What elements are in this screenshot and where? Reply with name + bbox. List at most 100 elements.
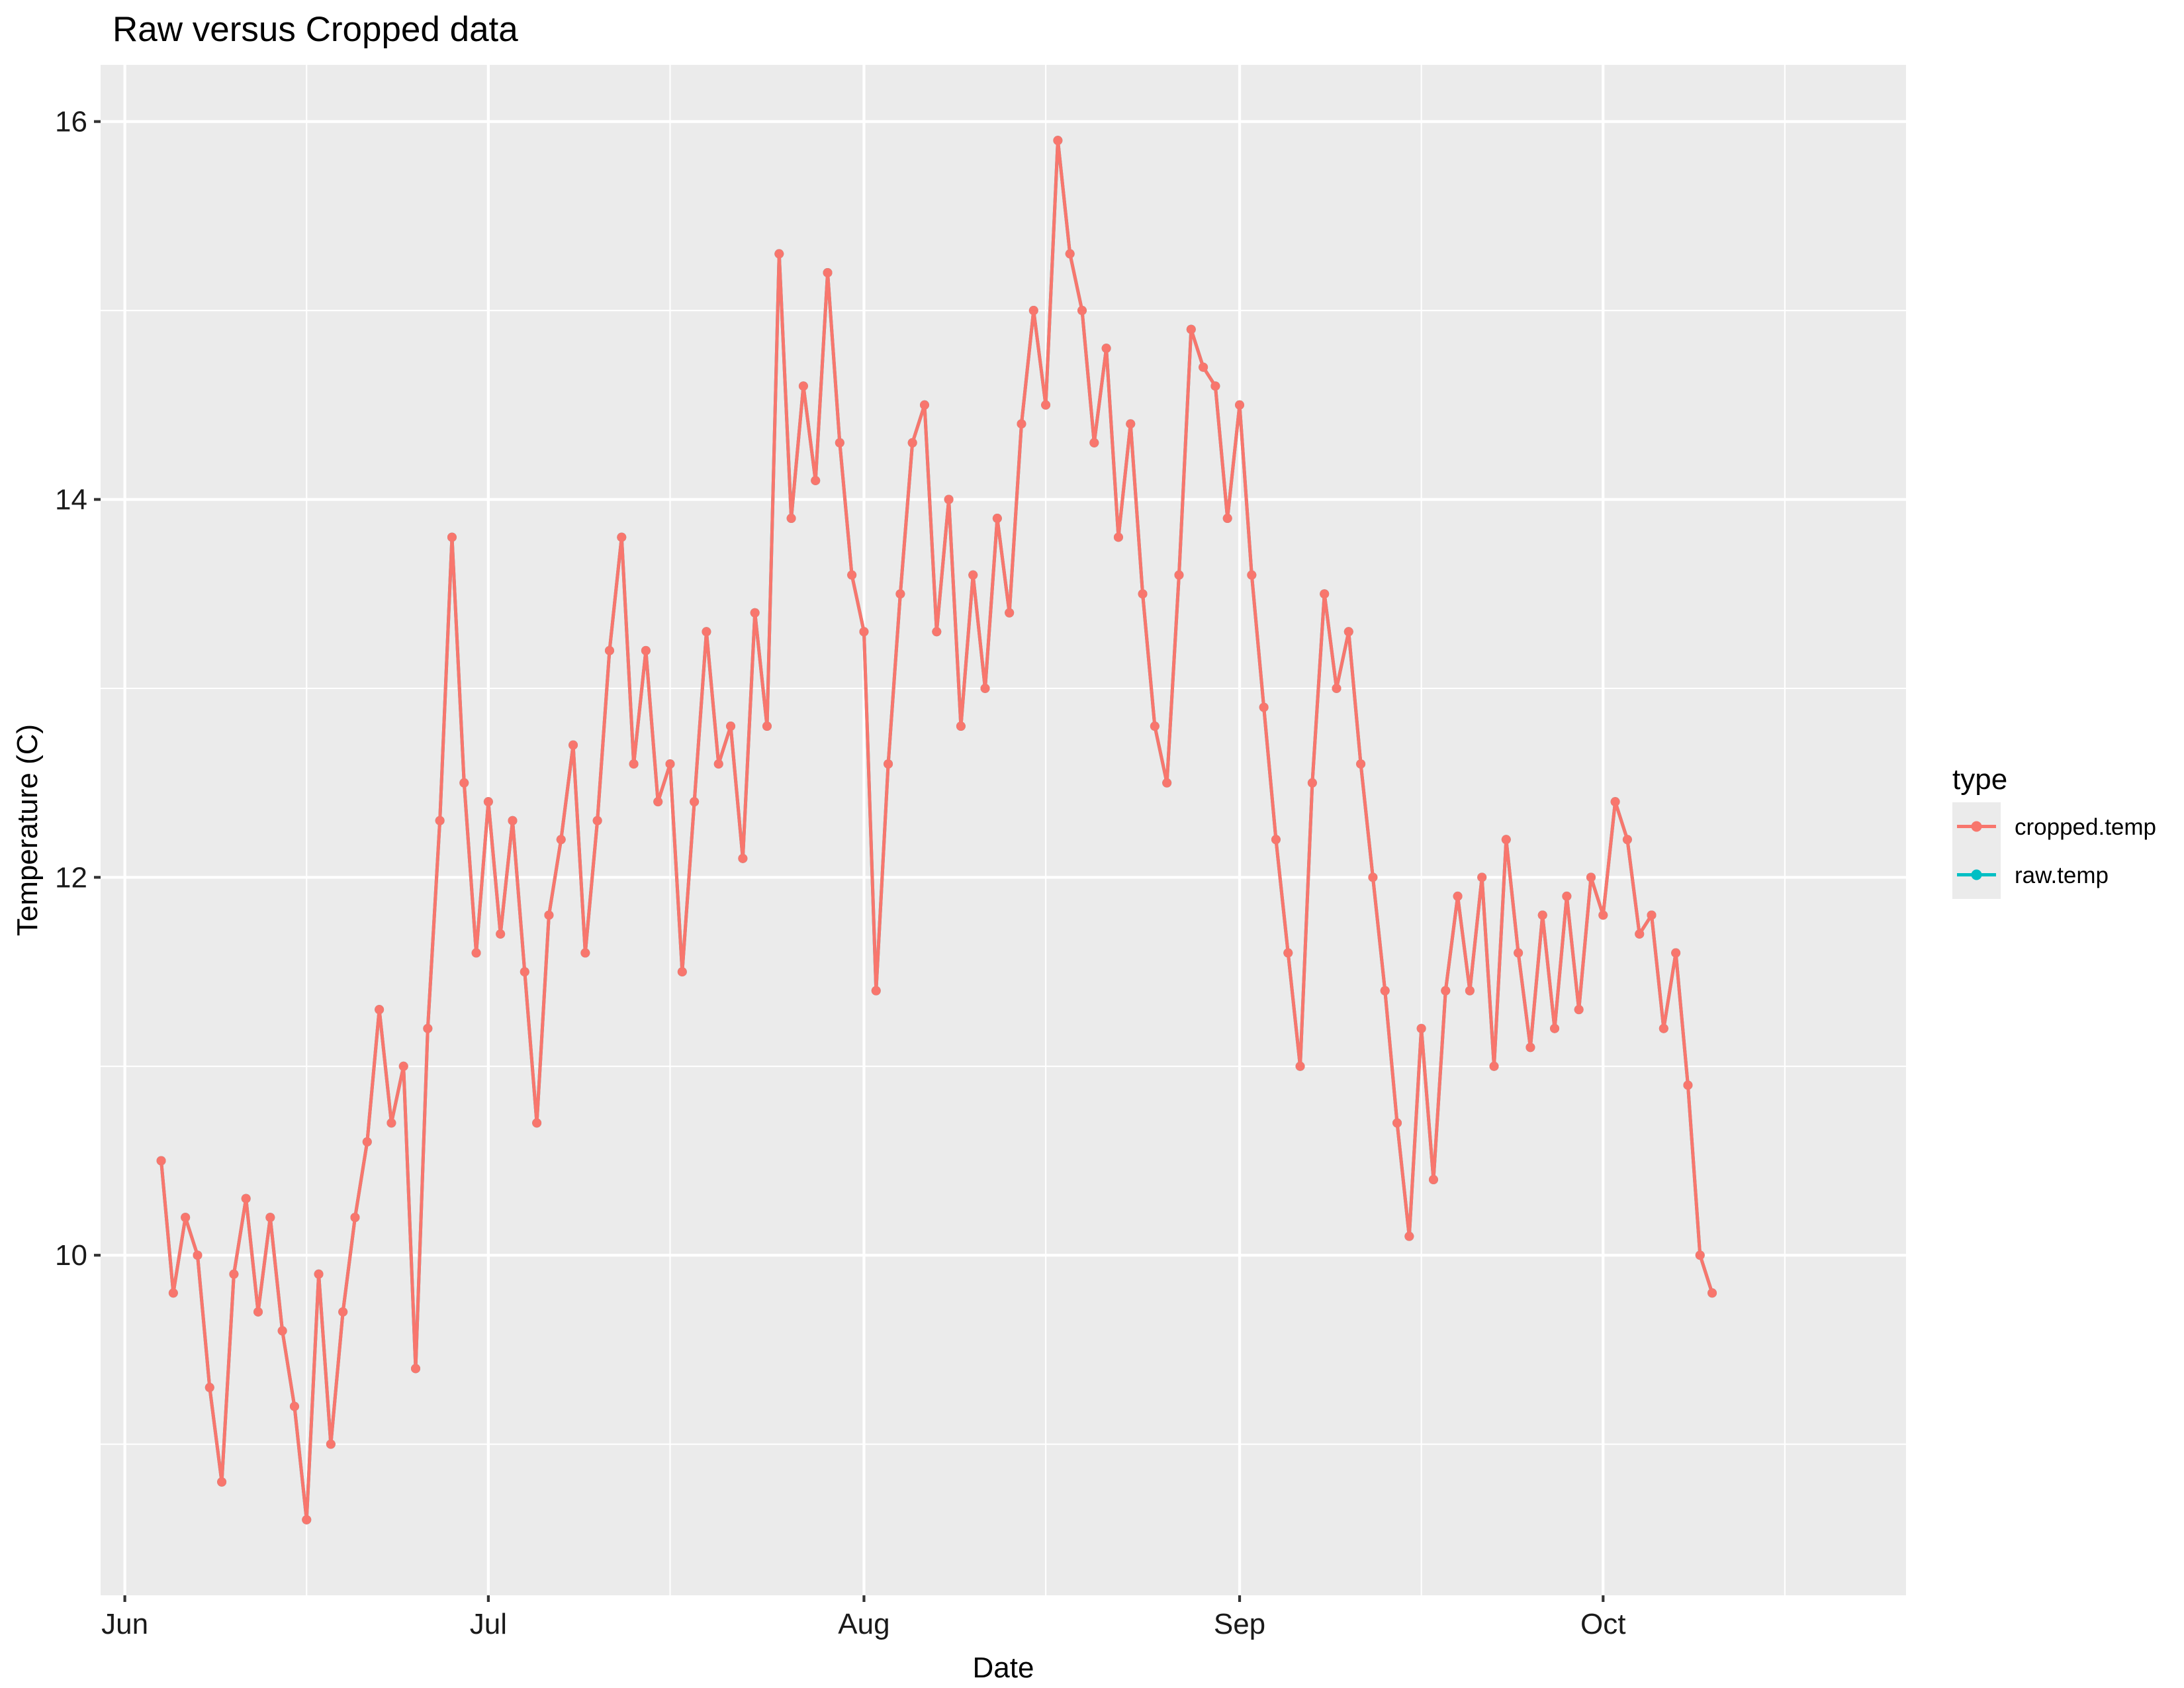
data-point-cropped-temp [265,1213,275,1223]
data-point-cropped-temp [1392,1118,1402,1128]
data-point-cropped-temp [604,645,614,655]
data-point-cropped-temp [556,835,566,845]
data-point-cropped-temp [1222,514,1232,524]
data-point-cropped-temp [1126,419,1136,429]
data-point-cropped-temp [1683,1080,1693,1090]
data-point-cropped-temp [569,740,578,750]
data-point-cropped-temp [1501,835,1511,845]
data-point-cropped-temp [387,1118,396,1128]
data-point-cropped-temp [289,1401,299,1411]
data-point-cropped-temp [629,759,639,769]
legend: type cropped.temp raw.temp [1952,763,2156,899]
y-tick-label: 10 [55,1239,87,1272]
data-point-cropped-temp [1295,1061,1305,1071]
data-point-cropped-temp [1356,759,1366,769]
data-point-cropped-temp [641,645,651,655]
data-point-cropped-temp [520,967,529,977]
data-point-cropped-temp [1150,722,1160,731]
legend-label: raw.temp [2015,863,2109,888]
data-point-cropped-temp [1489,1061,1499,1071]
data-point-cropped-temp [156,1156,166,1166]
data-point-cropped-temp [690,797,700,807]
data-point-cropped-temp [398,1061,408,1071]
x-tick-label: Oct [1580,1608,1625,1640]
data-point-cropped-temp [653,797,663,807]
data-point-cropped-temp [1307,778,1317,788]
data-point-cropped-temp [1028,306,1038,316]
data-point-cropped-temp [217,1477,227,1487]
data-point-cropped-temp [798,381,808,391]
data-point-cropped-temp [362,1137,372,1147]
data-point-cropped-temp [435,816,445,825]
data-point-cropped-temp [884,759,893,769]
data-point-cropped-temp [1635,929,1645,939]
data-point-cropped-temp [1610,797,1620,807]
chart-title: Raw versus Cropped data [113,10,518,49]
data-point-cropped-temp [980,683,990,693]
major-gridlines [101,65,1906,1595]
data-point-cropped-temp [580,948,590,958]
legend-key-point [1971,821,1982,832]
data-point-cropped-temp [277,1326,287,1336]
data-point-cropped-temp [338,1307,348,1317]
data-point-cropped-temp [1162,778,1172,788]
data-point-cropped-temp [1343,627,1353,637]
data-point-cropped-temp [1671,948,1681,958]
data-point-cropped-temp [193,1250,203,1260]
series-layer [156,136,1717,1524]
data-point-cropped-temp [738,853,748,863]
series-cropped-temp [156,136,1717,1524]
data-point-cropped-temp [1477,872,1487,882]
data-point-cropped-temp [229,1269,239,1279]
data-point-cropped-temp [617,532,627,542]
data-point-cropped-temp [1113,532,1123,542]
data-point-cropped-temp [1586,872,1596,882]
data-point-cropped-temp [786,514,796,524]
data-point-cropped-temp [859,627,869,637]
data-point-cropped-temp [1101,344,1111,353]
data-point-cropped-temp [726,722,736,731]
plot-panel [101,65,1906,1595]
data-point-cropped-temp [992,514,1002,524]
data-point-cropped-temp [1514,948,1524,958]
legend-entries: cropped.temp raw.temp [1952,802,2156,899]
data-point-cropped-temp [423,1023,433,1033]
data-point-cropped-temp [459,778,469,788]
data-point-cropped-temp [762,722,772,731]
data-point-cropped-temp [447,532,457,542]
data-point-cropped-temp [1659,1023,1668,1033]
data-point-cropped-temp [1017,419,1026,429]
data-point-cropped-temp [181,1213,191,1223]
data-point-cropped-temp [1332,683,1342,693]
data-point-cropped-temp [1707,1288,1717,1298]
data-point-cropped-temp [1077,306,1087,316]
data-point-cropped-temp [1089,438,1099,447]
data-point-cropped-temp [1598,910,1608,920]
data-point-cropped-temp [241,1194,251,1203]
data-point-cropped-temp [1283,948,1293,958]
data-point-cropped-temp [1065,249,1075,259]
data-point-cropped-temp [544,910,554,920]
data-point-cropped-temp [1271,835,1281,845]
data-point-cropped-temp [811,475,821,485]
data-point-cropped-temp [1041,400,1051,410]
data-point-cropped-temp [1380,986,1390,996]
x-tick-label: Jun [101,1608,148,1640]
legend-key-point [1971,869,1982,880]
data-point-cropped-temp [1441,986,1451,996]
data-point-cropped-temp [944,494,954,504]
data-point-cropped-temp [1404,1231,1414,1241]
data-point-cropped-temp [1210,381,1220,391]
data-point-cropped-temp [1320,589,1330,599]
data-point-cropped-temp [1695,1250,1705,1260]
data-point-cropped-temp [1416,1023,1426,1033]
data-point-cropped-temp [1053,136,1063,146]
data-point-cropped-temp [1199,362,1208,372]
data-point-cropped-temp [375,1005,385,1015]
data-point-cropped-temp [919,400,929,410]
data-point-cropped-temp [1174,570,1184,580]
data-point-cropped-temp [1537,910,1547,920]
legend-entry: raw.temp [1952,851,2109,899]
data-point-cropped-temp [1428,1175,1438,1185]
